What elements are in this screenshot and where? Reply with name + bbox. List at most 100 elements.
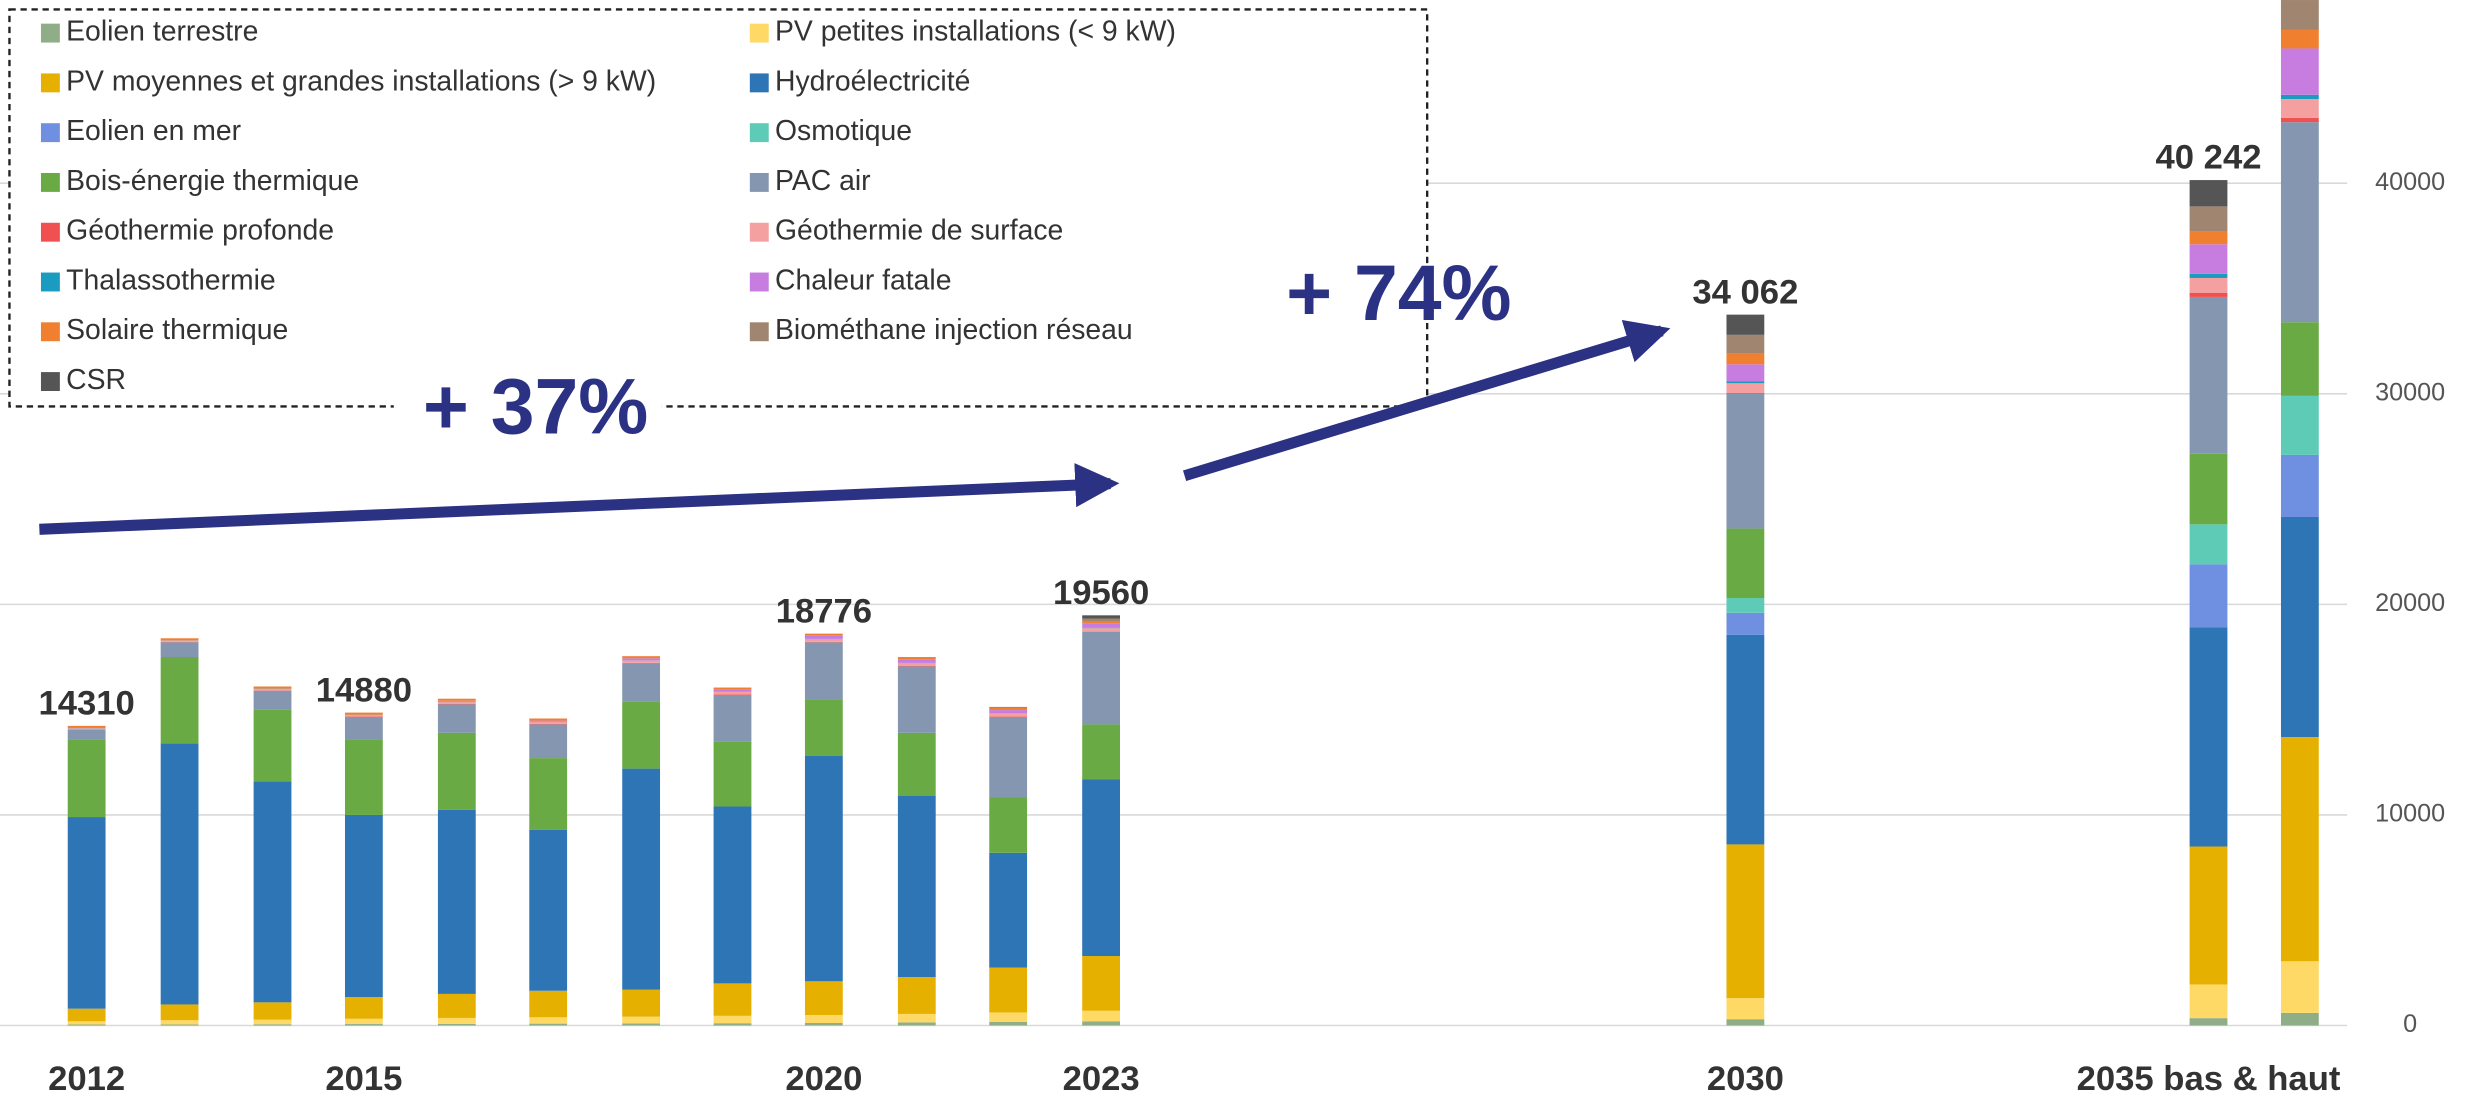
bar-segment bbox=[68, 730, 106, 739]
x-tick-label: 2030 bbox=[1707, 1060, 1784, 1098]
bar-segment bbox=[805, 642, 843, 699]
legend-swatch bbox=[41, 372, 60, 391]
bar-segment bbox=[161, 1004, 199, 1020]
bar-segment bbox=[2281, 122, 2319, 322]
x-tick-label: 2020 bbox=[785, 1060, 862, 1098]
bar-segment bbox=[1082, 1011, 1120, 1022]
bar-segment bbox=[438, 994, 476, 1018]
bar-segment bbox=[989, 853, 1027, 968]
bar-segment bbox=[345, 713, 383, 715]
bar-segment bbox=[2190, 244, 2228, 273]
bar-segment bbox=[438, 733, 476, 810]
legend-label: Solaire thermique bbox=[66, 314, 288, 346]
bar-segment bbox=[1082, 632, 1120, 725]
bar-segment bbox=[254, 781, 292, 1002]
legend-swatch bbox=[750, 173, 769, 192]
bar-segment bbox=[161, 657, 199, 743]
legend-label: Eolien terrestre bbox=[66, 16, 258, 48]
legend-label: Eolien en mer bbox=[66, 115, 241, 147]
bar-segment bbox=[805, 634, 843, 636]
bar-segment bbox=[68, 1009, 106, 1022]
bar-segment bbox=[2190, 232, 2228, 245]
bar-segment bbox=[161, 743, 199, 1004]
bar-segment bbox=[68, 728, 106, 729]
bar-segment bbox=[529, 1024, 567, 1026]
legend-label: Biométhane injection réseau bbox=[775, 314, 1133, 346]
bar-segment bbox=[161, 1020, 199, 1024]
bar-segment bbox=[2190, 274, 2228, 278]
bar-segment bbox=[254, 1002, 292, 1019]
legend-swatch bbox=[750, 123, 769, 142]
bar-segment bbox=[2281, 1013, 2319, 1026]
bar-segment bbox=[438, 704, 476, 732]
bar-segment bbox=[714, 1023, 752, 1025]
bar-segment bbox=[438, 699, 476, 701]
bar-segment bbox=[714, 741, 752, 806]
bar-segment bbox=[805, 1023, 843, 1026]
bar-segment bbox=[345, 717, 383, 739]
bar-segment bbox=[254, 686, 292, 688]
bar-segment bbox=[1726, 335, 1764, 354]
arrow bbox=[39, 484, 1110, 530]
bar-segment bbox=[438, 810, 476, 994]
bar-segment bbox=[1082, 618, 1120, 621]
x-tick-label: 2015 bbox=[325, 1060, 402, 1098]
bar-segment bbox=[989, 968, 1027, 1013]
bar-segment bbox=[2281, 48, 2319, 94]
y-tick-label: 20000 bbox=[2375, 589, 2445, 617]
bar-segment bbox=[1082, 724, 1120, 779]
legend-label: PAC air bbox=[775, 165, 871, 197]
legend-label: PV petites installations (< 9 kW) bbox=[775, 16, 1176, 48]
bar-segment bbox=[161, 638, 199, 640]
bar-segment bbox=[989, 710, 1027, 713]
y-tick-label: 0 bbox=[2403, 1010, 2417, 1038]
legend-label: CSR bbox=[66, 364, 126, 396]
bar-segment bbox=[161, 641, 199, 642]
bar-segment bbox=[345, 997, 383, 1019]
bar-segment bbox=[2281, 961, 2319, 1013]
bar-segment bbox=[805, 1015, 843, 1023]
bar-segment bbox=[529, 722, 567, 724]
bar-segment bbox=[622, 663, 660, 701]
annotation: + 74% bbox=[1286, 249, 1511, 337]
legend-swatch bbox=[41, 173, 60, 192]
legend-swatch bbox=[41, 273, 60, 292]
bar-segment bbox=[254, 1020, 292, 1025]
bar-segment bbox=[529, 718, 567, 720]
total-label: 40 242 bbox=[2156, 139, 2262, 177]
bar-segment bbox=[714, 1016, 752, 1023]
bar-segment bbox=[2190, 180, 2228, 206]
bar-segment bbox=[1082, 1021, 1120, 1025]
bar-segment bbox=[254, 691, 292, 710]
bar-segment bbox=[898, 977, 936, 1014]
bar-segment bbox=[2190, 293, 2228, 297]
bar-segment bbox=[161, 1024, 199, 1025]
bar-segment bbox=[805, 699, 843, 756]
bar-segment bbox=[1726, 393, 1764, 394]
bar-segment bbox=[622, 661, 660, 663]
bar-segment bbox=[805, 636, 843, 639]
bar-segment bbox=[1726, 383, 1764, 392]
bar-segment bbox=[714, 690, 752, 692]
bar-segment bbox=[714, 807, 752, 984]
bar-segment bbox=[622, 656, 660, 658]
x-tick-label: 2012 bbox=[48, 1060, 125, 1098]
bar-segment bbox=[2281, 396, 2319, 455]
bar-segment bbox=[1726, 315, 1764, 335]
bar-segment bbox=[1726, 1019, 1764, 1025]
bar-segment bbox=[254, 689, 292, 690]
bar-segment bbox=[68, 739, 106, 817]
bar-segment bbox=[714, 983, 752, 1015]
bar-segment bbox=[68, 726, 106, 728]
legend-label: Bois-énergie thermique bbox=[66, 165, 359, 197]
bar-segment bbox=[1082, 956, 1120, 1011]
bar-segment bbox=[529, 1017, 567, 1023]
legend-label: Osmotique bbox=[775, 115, 912, 147]
bar-segment bbox=[805, 639, 843, 642]
legend-swatch bbox=[750, 223, 769, 242]
legend-label: Chaleur fatale bbox=[775, 264, 951, 296]
legend-label: Géothermie de surface bbox=[775, 215, 1063, 247]
legend-swatch bbox=[41, 73, 60, 92]
bar-segment bbox=[805, 981, 843, 1015]
y-tick-label: 10000 bbox=[2375, 800, 2445, 828]
